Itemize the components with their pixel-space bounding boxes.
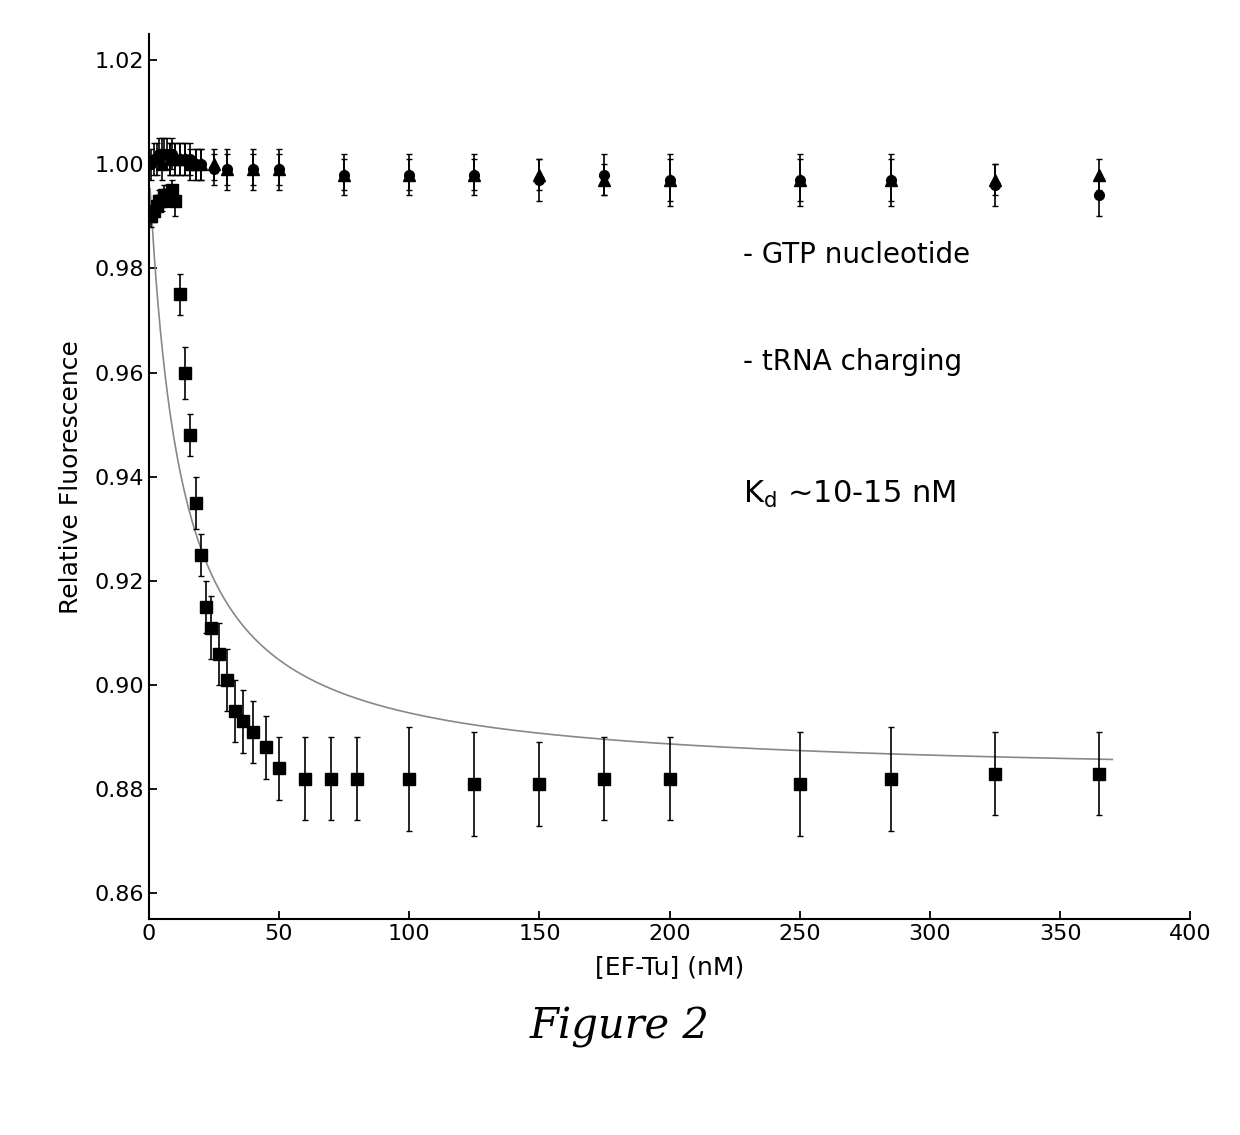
Text: $\mathregular{K_d}$ ~10-15 nM: $\mathregular{K_d}$ ~10-15 nM [743, 479, 956, 510]
Text: - tRNA charging: - tRNA charging [743, 347, 962, 376]
Y-axis label: Relative Fluorescence: Relative Fluorescence [60, 339, 83, 614]
X-axis label: [EF-Tu] (nM): [EF-Tu] (nM) [595, 956, 744, 980]
Text: - GTP nucleotide: - GTP nucleotide [743, 242, 970, 269]
Text: Figure 2: Figure 2 [529, 1006, 711, 1049]
